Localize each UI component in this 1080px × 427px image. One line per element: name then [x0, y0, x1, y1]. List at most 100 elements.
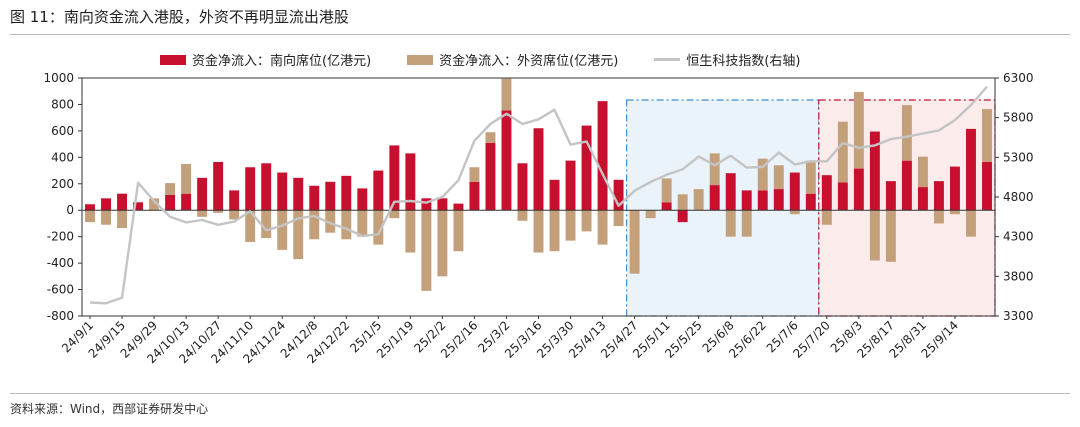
bar-foreign: [549, 210, 560, 252]
bar-south: [101, 198, 111, 211]
bar-south: [901, 160, 912, 211]
bar-south: [453, 203, 464, 211]
bar-south: [277, 172, 288, 211]
bar-foreign: [85, 210, 95, 223]
index-line: [89, 85, 988, 305]
bar-south: [789, 172, 800, 211]
bar-foreign: [966, 210, 976, 237]
legend-swatch-index: [654, 58, 681, 61]
bar-south: [773, 189, 784, 211]
bar-foreign: [277, 210, 288, 250]
bar-foreign: [773, 165, 784, 190]
bar-south: [949, 166, 960, 211]
y-right-tick-label: 5800: [1003, 111, 1034, 125]
bar-foreign: [421, 210, 432, 291]
bar-foreign: [885, 210, 896, 262]
bar-foreign: [101, 210, 111, 225]
bar-south: [293, 177, 304, 211]
bar-south: [469, 181, 480, 211]
bar-foreign: [709, 153, 720, 186]
bar-foreign: [485, 132, 496, 143]
bar-south: [533, 128, 544, 211]
bar-foreign: [821, 210, 832, 225]
bar-foreign: [613, 210, 624, 227]
bar-south: [805, 193, 816, 211]
bar-foreign: [853, 91, 864, 169]
bar-south: [757, 190, 768, 211]
bar-foreign: [789, 210, 800, 215]
y-right-tick-label: 5300: [1003, 150, 1034, 164]
bar-foreign: [469, 167, 480, 182]
bar-foreign: [725, 210, 736, 237]
bar-south: [405, 153, 416, 211]
highlight-region-1: [625, 99, 820, 317]
bar-foreign: [405, 210, 416, 253]
legend-label-south: 资金净流入：南向席位(亿港元): [192, 54, 372, 69]
legend-item-foreign: 资金净流入：外资席位(亿港元): [407, 50, 618, 69]
y-left-tick-label: 1000: [43, 71, 74, 85]
chart-legend: 资金净流入：南向席位(亿港元) 资金净流入：外资席位(亿港元) 恒生科技指数(右…: [160, 50, 800, 69]
bar-foreign: [325, 210, 336, 233]
bar-south: [885, 181, 896, 211]
y-right-tick-label: 6300: [1003, 71, 1034, 85]
bar-south: [181, 193, 192, 211]
bar-south: [213, 161, 224, 211]
y-left-tick-label: -400: [47, 256, 74, 270]
bar-south: [133, 202, 144, 211]
bar-foreign: [517, 210, 528, 221]
bar-foreign: [581, 210, 592, 232]
source-note: 资料来源：Wind，西部证券研发中心: [10, 402, 209, 416]
bar-foreign: [213, 210, 224, 213]
bar-foreign: [293, 210, 304, 260]
bar-south: [501, 110, 512, 211]
bar-foreign: [261, 210, 272, 238]
bar-foreign: [917, 156, 928, 188]
bar-south: [309, 185, 320, 211]
bar-foreign: [373, 210, 384, 245]
y-left-tick-label: 200: [51, 177, 74, 191]
y-right-tick-label: 3300: [1003, 309, 1034, 323]
y-left-tick-label: -800: [47, 309, 74, 323]
bar-foreign: [693, 189, 704, 211]
source-rule: [10, 393, 1070, 394]
bar-south: [245, 167, 256, 211]
y-right-tick-label: 4300: [1003, 230, 1034, 244]
bar-south: [597, 101, 608, 211]
bar-foreign: [229, 210, 240, 220]
bar-foreign: [949, 210, 960, 215]
bar-foreign: [533, 210, 544, 253]
bar-south: [869, 131, 880, 211]
bar-south: [389, 145, 400, 211]
bar-foreign: [117, 210, 128, 229]
bar-foreign: [677, 194, 688, 211]
bar-south: [966, 128, 976, 211]
bar-foreign: [982, 109, 992, 162]
bar-foreign: [501, 78, 512, 111]
bar-foreign: [245, 210, 256, 242]
bar-south: [437, 198, 448, 211]
figure-title: 图 11：南向资金流入港股，外资不再明显流出港股: [10, 8, 349, 26]
bar-foreign: [741, 210, 752, 237]
bar-south: [357, 188, 368, 211]
bar-south: [982, 161, 992, 211]
bar-south: [117, 193, 128, 211]
bar-foreign: [757, 158, 768, 191]
bar-foreign: [389, 210, 400, 219]
bar-foreign: [309, 210, 320, 240]
chart-canvas: -800 -600 -400 -200 0 200 400 600 800 1000 3300 380…: [43, 71, 1034, 366]
bar-foreign: [357, 210, 368, 237]
bar-foreign: [645, 210, 656, 219]
title-rule: [10, 34, 1070, 35]
bar-south: [485, 142, 496, 211]
bar-south: [229, 190, 240, 211]
bar-foreign: [837, 121, 848, 183]
bar-foreign: [597, 210, 608, 245]
legend-swatch-foreign: [407, 54, 434, 65]
bar-foreign: [933, 210, 944, 224]
bar-foreign: [165, 183, 176, 196]
bar-south: [917, 187, 928, 211]
bar-south: [661, 202, 672, 211]
y-left-tick-label: -200: [47, 230, 74, 244]
bar-foreign: [437, 210, 448, 277]
bar-foreign: [629, 210, 640, 274]
